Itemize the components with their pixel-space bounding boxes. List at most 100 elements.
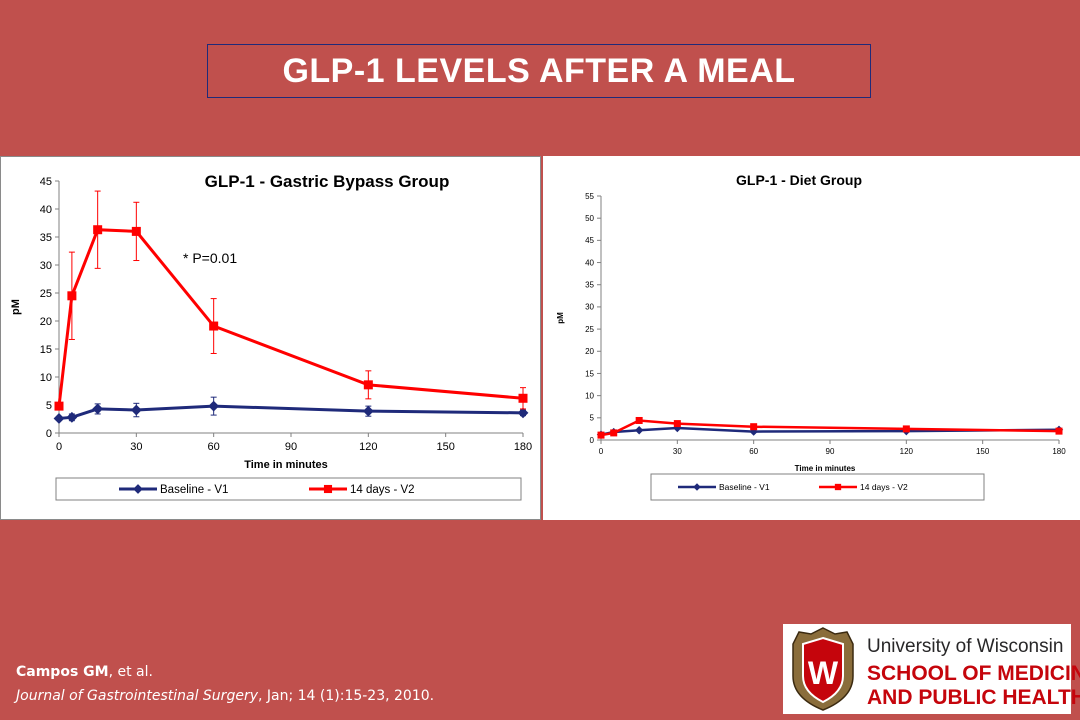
legend-label: Baseline - V1: [719, 482, 770, 492]
citation-author: Campos GM: [16, 664, 109, 680]
legend-swatch-marker: [834, 483, 842, 491]
citation-author-line: Campos GM, et al.: [16, 660, 434, 684]
data-point: [902, 425, 910, 433]
series-14-days: [54, 190, 528, 411]
y-tick-label: 5: [590, 414, 595, 423]
y-tick-label: 10: [585, 391, 594, 400]
data-point: [130, 404, 142, 416]
legend-swatch-marker: [693, 483, 701, 491]
chart-panel-gastric-bypass: GLP-1 - Gastric Bypass Group 0 5 10 15 20 25 30…: [0, 156, 541, 520]
data-point: [517, 407, 529, 419]
y-tick-label: 55: [585, 192, 594, 201]
data-point: [362, 405, 374, 417]
series-baseline: [53, 396, 529, 424]
x-tick-label: 180: [1052, 447, 1066, 456]
legend-swatch-marker: [133, 484, 143, 494]
data-point: [131, 226, 141, 236]
y-tick-label: 25: [40, 288, 52, 300]
y-tick-label: 15: [585, 369, 594, 378]
x-tick-label: 90: [826, 447, 835, 456]
logo-line-public-health: AND PUBLIC HEALTH: [867, 686, 1080, 709]
x-tick-label: 180: [514, 441, 532, 453]
data-point: [610, 429, 618, 437]
x-axis-label: Time in minutes: [795, 464, 856, 473]
chart-panel-diet: GLP-1 - Diet Group 0 5 10 15 20 25 30 35 40 45 50 55…: [543, 156, 1080, 520]
university-logo: W University of Wisconsin SCHOOL OF MEDI…: [783, 624, 1080, 714]
legend-label: 14 days - V2: [350, 484, 415, 496]
x-tick-label: 60: [208, 441, 220, 453]
crest-icon: W: [792, 627, 854, 711]
chart-title: GLP-1 - Diet Group: [736, 172, 862, 188]
series-line: [58, 404, 524, 420]
chart-title: GLP-1 - Gastric Bypass Group: [205, 172, 450, 191]
data-point: [209, 321, 219, 331]
legend-box: [55, 477, 522, 501]
data-point: [635, 416, 643, 424]
series-line: [57, 228, 524, 407]
y-axis-label: pM: [10, 299, 22, 315]
y-tick-label: 45: [40, 176, 52, 188]
y-tick-label: 35: [40, 232, 52, 244]
data-point: [750, 423, 758, 431]
data-point: [673, 420, 681, 428]
y-tick-label: 15: [40, 344, 52, 356]
citation-details: , Jan; 14 (1):15-23, 2010.: [257, 688, 435, 704]
x-tick-label: 60: [749, 447, 758, 456]
data-point: [634, 426, 644, 435]
logo-line-university: University of Wisconsin: [867, 636, 1064, 657]
citation-source-line: Journal of Gastrointestinal Surgery, Jan…: [16, 684, 434, 708]
logo-line-school: SCHOOL OF MEDICINE: [867, 662, 1080, 685]
legend-label: Baseline - V1: [160, 484, 228, 496]
y-tick-label: 10: [40, 372, 52, 384]
data-point: [363, 380, 373, 390]
data-point: [93, 225, 103, 235]
data-point: [54, 401, 64, 411]
y-tick-label: 40: [40, 204, 52, 216]
data-point: [92, 403, 104, 415]
y-tick-label: 5: [46, 400, 52, 412]
legend-label: 14 days - V2: [860, 482, 908, 492]
citation-journal: Journal of Gastrointestinal Surgery: [16, 688, 258, 704]
significance-annotation: * P=0.01: [183, 250, 237, 266]
x-tick-label: 120: [900, 447, 914, 456]
x-tick-label: 150: [436, 441, 454, 453]
y-tick-label: 50: [585, 214, 594, 223]
slide-title-box: GLP-1 LEVELS AFTER A MEAL: [207, 44, 871, 98]
citation-author-suffix: , et al.: [108, 664, 153, 680]
data-point: [66, 411, 78, 423]
x-tick-label: 30: [130, 441, 142, 453]
crest-letter: W: [808, 655, 839, 691]
y-tick-label: 40: [585, 258, 594, 267]
series-14-days: [597, 416, 1063, 439]
legend-swatch-marker: [323, 484, 333, 494]
x-tick-label: 90: [285, 441, 297, 453]
y-tick-label: 0: [46, 428, 52, 440]
data-point: [53, 413, 65, 424]
data-point: [67, 291, 77, 301]
y-tick-label: 20: [40, 316, 52, 328]
citation: Campos GM, et al. Journal of Gastrointes…: [16, 660, 434, 708]
y-tick-label: 30: [40, 260, 52, 272]
x-tick-label: 120: [359, 441, 377, 453]
x-tick-label: 150: [976, 447, 990, 456]
chart-legend: Baseline - V1 14 days - V2: [650, 473, 985, 501]
data-point: [208, 400, 220, 412]
y-tick-label: 20: [585, 347, 594, 356]
data-point: [518, 393, 528, 403]
y-tick-label: 35: [585, 281, 594, 290]
data-point: [1055, 427, 1063, 435]
chart-gastric-bypass: GLP-1 - Gastric Bypass Group 0 5 10 15 20 25 30…: [10, 172, 532, 501]
y-tick-label: 25: [585, 325, 594, 334]
y-tick-label: 45: [585, 236, 594, 245]
y-tick-label: 30: [585, 303, 594, 312]
chart-legend: Baseline - V1 14 days - V2: [55, 477, 522, 501]
chart-diet: GLP-1 - Diet Group 0 5 10 15 20 25 30 35 40 45 50 55…: [556, 172, 1066, 501]
x-tick-label: 0: [599, 447, 604, 456]
y-tick-label: 0: [590, 436, 595, 445]
x-axis-label: Time in minutes: [244, 459, 328, 471]
x-tick-label: 0: [56, 441, 62, 453]
data-point: [597, 431, 605, 439]
slide-title: GLP-1 LEVELS AFTER A MEAL: [282, 51, 796, 90]
y-axis-label: pM: [556, 312, 565, 324]
x-tick-label: 30: [673, 447, 682, 456]
